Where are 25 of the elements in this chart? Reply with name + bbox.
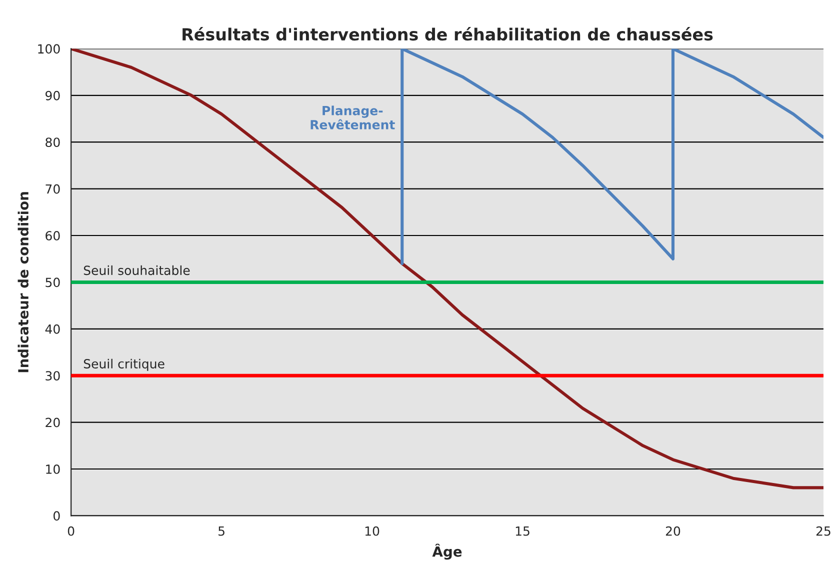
y-axis-title: Indicateur de condition bbox=[18, 192, 29, 372]
chart-title: Résultats d'interventions de réhabilitation de chaussées bbox=[182, 27, 713, 41]
y-tick-label: 40 bbox=[45, 324, 60, 334]
y-tick-label: 20 bbox=[46, 418, 60, 428]
y-tick-label: 80 bbox=[46, 138, 60, 148]
y-tick-label: 50 bbox=[46, 278, 60, 288]
line-series bbox=[400, 48, 824, 266]
x-axis-title: Âge bbox=[432, 544, 462, 560]
x-tick-label: 5 bbox=[218, 526, 224, 536]
x-tick-label: 0 bbox=[68, 526, 74, 536]
y-tick-label: 100 bbox=[38, 44, 60, 54]
ref-line-label: Seuil souhaitable bbox=[84, 265, 190, 276]
line-series bbox=[71, 48, 824, 490]
ref-line-label: Seuil critique bbox=[84, 358, 164, 371]
y-tick-label: 60 bbox=[46, 230, 60, 240]
y-tick-label: 0 bbox=[54, 511, 60, 521]
y-tick-label: 70 bbox=[46, 184, 60, 194]
x-tick-label: 15 bbox=[516, 526, 530, 536]
y-tick-label: 90 bbox=[46, 90, 60, 100]
y-tick-label: 30 bbox=[46, 371, 60, 381]
annotation: Planage- Revêtement bbox=[310, 106, 395, 130]
x-tick-label: 20 bbox=[666, 526, 680, 536]
x-tick-label: 25 bbox=[816, 526, 830, 536]
y-tick-label: 10 bbox=[46, 464, 60, 474]
x-tick-label: 10 bbox=[365, 526, 380, 536]
